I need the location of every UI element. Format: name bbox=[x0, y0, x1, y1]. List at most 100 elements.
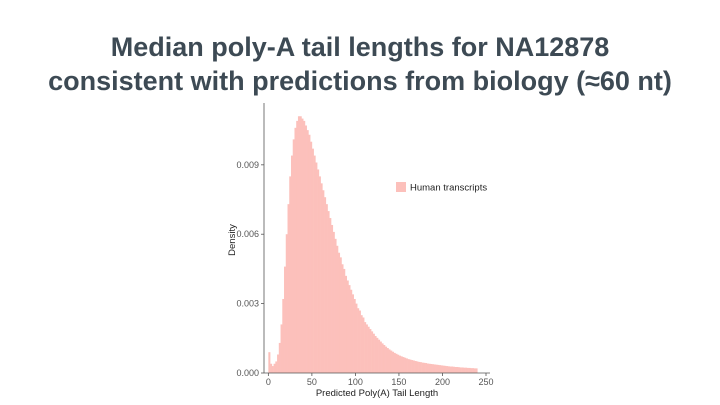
histogram-bar bbox=[369, 329, 372, 373]
histogram-bar bbox=[310, 141, 313, 373]
y-tick-label: 0.000 bbox=[236, 368, 259, 378]
histogram-bar bbox=[374, 335, 377, 373]
histogram-bar bbox=[407, 359, 410, 373]
histogram-bar bbox=[320, 183, 323, 373]
histogram-bar bbox=[433, 364, 436, 373]
histogram-bar bbox=[339, 257, 342, 373]
histogram-bar bbox=[338, 252, 341, 373]
histogram-bar bbox=[411, 360, 414, 373]
histogram-bar bbox=[275, 361, 278, 373]
histogram-bar bbox=[348, 285, 351, 373]
histogram-bar bbox=[386, 348, 389, 373]
histogram-bar bbox=[421, 362, 424, 373]
histogram-bar bbox=[273, 363, 276, 373]
histogram-bar bbox=[355, 303, 358, 373]
histogram-bar bbox=[280, 324, 283, 373]
x-tick-label: 250 bbox=[478, 377, 493, 387]
histogram-bar bbox=[351, 294, 354, 373]
legend-label: Human transcripts bbox=[410, 183, 487, 194]
histogram-bar bbox=[400, 356, 403, 373]
histogram-bar bbox=[438, 365, 442, 373]
histogram-bar bbox=[353, 298, 356, 373]
histogram-bar bbox=[376, 337, 379, 373]
histogram-bar bbox=[432, 364, 435, 373]
histogram-bar bbox=[332, 231, 335, 373]
histogram-bar bbox=[390, 350, 393, 373]
histogram-bar bbox=[383, 345, 386, 373]
histogram-bar bbox=[360, 315, 363, 373]
histogram-bar bbox=[430, 363, 433, 373]
histogram-bar bbox=[285, 234, 288, 373]
histogram-bar bbox=[290, 155, 294, 373]
histogram-bar bbox=[311, 148, 314, 373]
histogram-bar bbox=[404, 357, 407, 373]
x-tick-label: 50 bbox=[307, 377, 317, 387]
histogram-bar bbox=[278, 342, 281, 373]
histogram-bar bbox=[458, 367, 461, 373]
histogram-bar bbox=[282, 298, 285, 373]
histogram-bar bbox=[402, 357, 405, 373]
histogram-bar bbox=[437, 364, 440, 373]
histogram-bar bbox=[325, 204, 328, 373]
histogram-bar bbox=[442, 365, 445, 373]
chart-axes bbox=[261, 103, 490, 376]
histogram-bar bbox=[428, 363, 431, 373]
histogram-bar bbox=[318, 176, 321, 373]
histogram-bar bbox=[409, 359, 412, 373]
histogram-bar bbox=[344, 275, 347, 373]
x-tick-label: 200 bbox=[435, 377, 450, 387]
y-tick-label: 0.003 bbox=[236, 299, 259, 309]
histogram-bar bbox=[324, 197, 327, 373]
histogram-bar bbox=[294, 127, 297, 373]
histogram-bar bbox=[372, 333, 375, 373]
histogram-bar bbox=[299, 116, 302, 373]
histogram-bar bbox=[306, 130, 309, 373]
histogram-bar bbox=[313, 155, 316, 373]
histogram-bar bbox=[268, 352, 271, 373]
histogram-bar bbox=[466, 367, 469, 373]
histogram-bar bbox=[364, 322, 367, 373]
chart-labels: 0.000 0.003 0.006 0.009 0 50 100 150 200 250 Predi… bbox=[227, 160, 494, 399]
histogram-bar bbox=[440, 365, 443, 373]
histogram-bar bbox=[391, 351, 395, 373]
histogram-bar bbox=[393, 352, 396, 373]
histogram-bar bbox=[425, 363, 428, 373]
histogram-bar bbox=[451, 366, 454, 373]
histogram-bar bbox=[341, 264, 344, 373]
y-tick-label: 0.006 bbox=[236, 229, 259, 239]
histogram-bar bbox=[357, 308, 360, 373]
histogram-bar bbox=[362, 317, 365, 373]
histogram-bar bbox=[468, 367, 471, 373]
histogram-bar bbox=[303, 120, 306, 373]
histogram-bar bbox=[419, 362, 422, 373]
histogram-bar bbox=[270, 363, 273, 373]
histogram-bar bbox=[277, 354, 280, 373]
histogram-bar bbox=[358, 310, 361, 373]
histogram-bar bbox=[343, 268, 346, 373]
histogram-bar bbox=[473, 368, 476, 373]
histogram-bar bbox=[454, 366, 457, 373]
histogram-bar bbox=[444, 365, 447, 373]
histogram-bar bbox=[315, 162, 318, 373]
histogram-bar bbox=[463, 367, 466, 373]
histogram-bar bbox=[287, 204, 290, 373]
histogram-bar bbox=[398, 355, 401, 373]
histogram-bar bbox=[397, 354, 400, 373]
histogram-bar bbox=[271, 366, 274, 373]
histogram-bar bbox=[284, 266, 287, 373]
histogram-bar bbox=[418, 361, 421, 373]
histogram-bar bbox=[385, 346, 388, 373]
histogram-bar bbox=[329, 218, 332, 373]
histogram-bar bbox=[475, 368, 478, 373]
histogram-bar bbox=[447, 366, 450, 373]
histogram-bar bbox=[378, 339, 381, 373]
histogram-bars bbox=[268, 116, 478, 373]
histogram-bar bbox=[322, 190, 325, 373]
histogram-bar bbox=[331, 224, 334, 373]
x-axis-title: Predicted Poly(A) Tail Length bbox=[316, 388, 438, 399]
histogram-bar bbox=[414, 360, 417, 373]
histogram-bar bbox=[416, 361, 419, 373]
y-tick-label: 0.009 bbox=[236, 160, 259, 170]
histogram-bar bbox=[334, 238, 337, 373]
